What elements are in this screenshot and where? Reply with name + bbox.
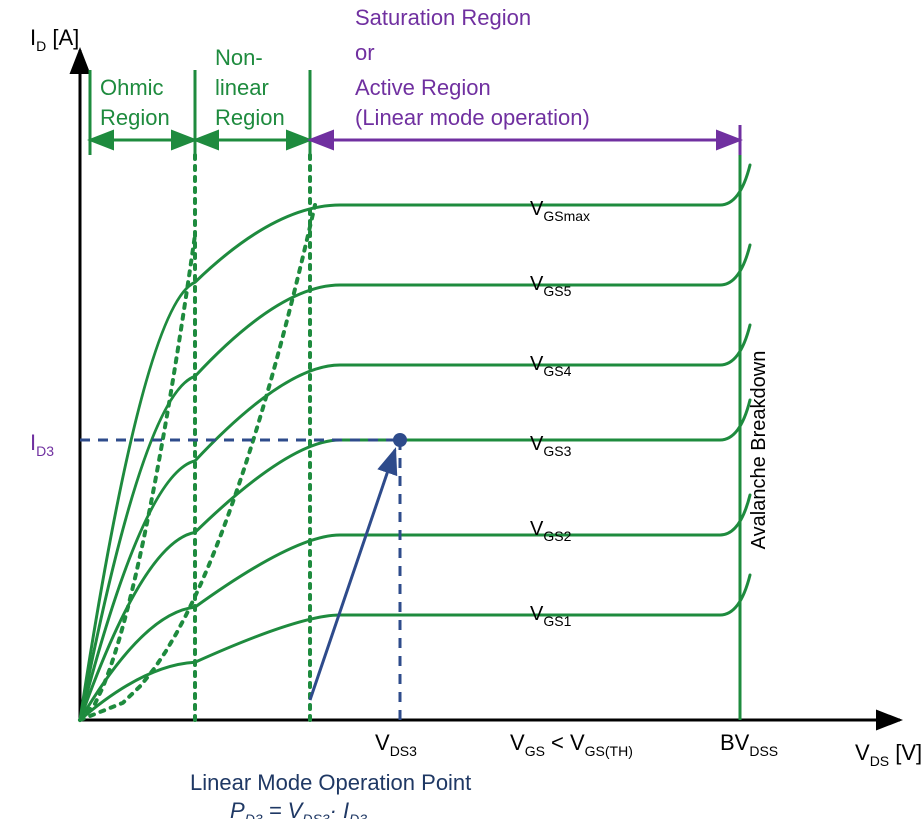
curve-label-vgs1: VGS1: [530, 603, 572, 629]
operating-point-annotation-title: Linear Mode Operation Point: [190, 770, 471, 795]
operating-point-dot: [393, 433, 407, 447]
ohmic-region-label: Ohmic: [100, 75, 164, 100]
nonlinear-region-label: Non-: [215, 45, 263, 70]
operating-point-formula: PD3 = VDS3· ID3: [230, 798, 367, 819]
operating-point-arrow: [310, 450, 395, 700]
mosfet-iv-curves-diagram: ID [A] VDS [V] Ohmic Region Non-linear Region…: [0, 0, 924, 819]
bvdss-label: BVDSS: [720, 730, 778, 759]
saturation-region-label: or: [355, 40, 375, 65]
avalanche-breakdown-label: Avalanche Breakdown: [748, 351, 770, 550]
x-axis-label: VDS [V]: [855, 740, 922, 769]
iv-curve-vgsmax: [80, 165, 750, 720]
iv-curve-vgs1: [80, 575, 750, 720]
curve-label-vgs2: VGS2: [530, 518, 572, 544]
iv-curve-vgs5: [80, 245, 750, 720]
iv-curve-vgs4: [80, 325, 750, 720]
saturation-region-label: (Linear mode operation): [355, 105, 590, 130]
cutoff-label: VGS < VGS(TH): [510, 730, 633, 759]
saturation-region-label: Saturation Region: [355, 5, 531, 30]
nonlinear-region-label: Region: [215, 105, 285, 130]
curve-label-vgs4: VGS4: [530, 353, 572, 379]
curve-label-vgs5: VGS5: [530, 273, 572, 299]
ohmic-region-label: Region: [100, 105, 170, 130]
iv-curve-vgs2: [80, 495, 750, 720]
nonlinear-region-label: linear: [215, 75, 269, 100]
curve-label-vgs3: VGS3: [530, 433, 572, 459]
curve-label-vgsmax: VGSmax: [530, 198, 590, 224]
iv-curve-vgs3: [80, 400, 750, 720]
saturation-region-label: Active Region: [355, 75, 491, 100]
vds3-label: VDS3: [375, 730, 417, 759]
y-axis-label: ID [A]: [30, 25, 79, 54]
id3-label: ID3: [30, 430, 54, 459]
